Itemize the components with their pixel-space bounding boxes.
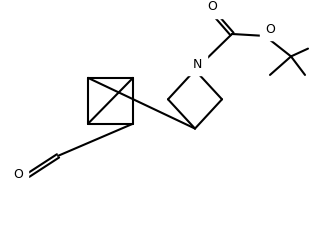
Text: O: O bbox=[265, 22, 275, 35]
Text: N: N bbox=[192, 57, 202, 71]
Text: O: O bbox=[13, 167, 23, 180]
Text: O: O bbox=[207, 0, 217, 13]
